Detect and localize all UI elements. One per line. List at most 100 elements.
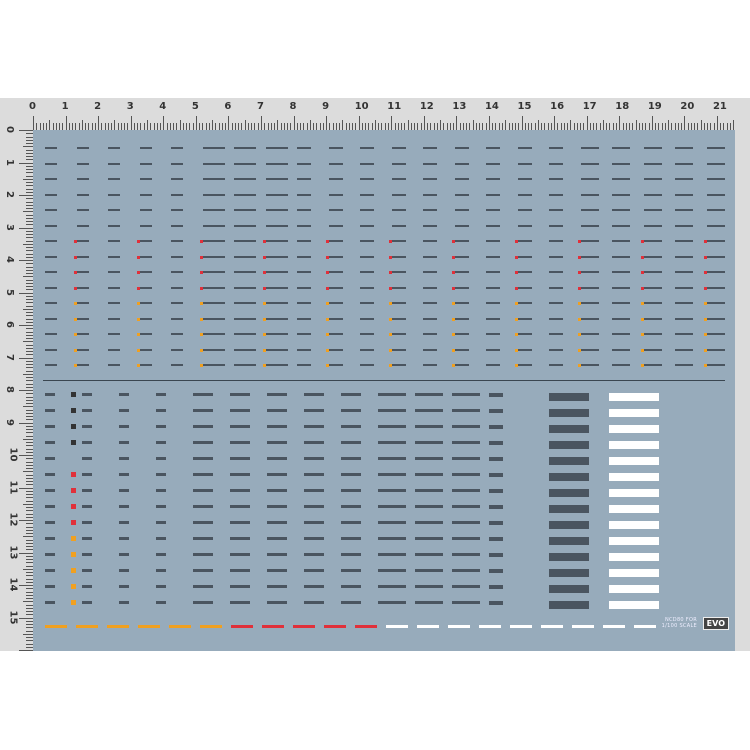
ruler-tick	[414, 123, 416, 130]
decal-mark	[139, 302, 152, 304]
ruler-left-label: 5	[3, 288, 15, 296]
ruler-tick	[26, 451, 33, 453]
ruler-tick	[26, 217, 33, 219]
decal-mark	[706, 286, 725, 289]
decal-orange-dot	[73, 333, 77, 336]
ruler-tick	[192, 123, 194, 130]
decal-mark	[452, 585, 480, 588]
ruler-tick	[234, 123, 236, 130]
ruler-tick	[26, 559, 33, 560]
ruler-left-label: 8	[3, 386, 15, 393]
decal-mark	[108, 271, 120, 273]
decal-mark	[378, 521, 406, 524]
ruler-tick	[26, 640, 33, 642]
decal-red-dot	[514, 240, 518, 243]
ruler-tick	[231, 123, 233, 130]
decal-mark	[423, 240, 437, 242]
section-divider	[43, 380, 725, 381]
ruler-tick	[26, 546, 33, 547]
ruler-top-label: 1	[61, 101, 69, 112]
ruler-tick	[355, 123, 357, 130]
decal-mark	[267, 521, 287, 524]
ruler-tick	[358, 116, 360, 130]
decal-mark	[423, 348, 437, 351]
ruler-tick	[26, 497, 33, 499]
decal-orange-dot	[325, 317, 329, 321]
decal-mark	[265, 333, 288, 335]
ruler-tick	[72, 123, 74, 130]
decal-red-dot	[325, 240, 329, 243]
decal-mark	[119, 409, 129, 412]
decal-mark	[360, 317, 374, 320]
decal-mark	[82, 585, 92, 588]
decal-red-dot	[71, 504, 76, 509]
ruler-tick	[606, 123, 608, 130]
decal-mark	[108, 147, 120, 149]
ruler-tick	[26, 191, 33, 193]
decal-mark	[549, 585, 589, 593]
ruler-tick	[655, 123, 657, 130]
ruler-tick	[68, 123, 70, 130]
decal-mark	[304, 585, 324, 588]
decal-orange-dot	[325, 348, 329, 352]
decal-mark	[706, 162, 725, 165]
ruler-tick	[26, 500, 33, 502]
decal-orange-dot	[703, 302, 707, 305]
decal-mark	[45, 553, 55, 556]
ruler-tick	[26, 425, 33, 427]
ruler-tick	[576, 123, 578, 130]
ruler-tick	[401, 123, 403, 130]
ruler-tick	[26, 386, 33, 388]
ruler-tick	[26, 490, 33, 492]
ruler-tick	[26, 214, 33, 216]
ruler-tick	[723, 123, 725, 130]
ruler-tick	[26, 253, 33, 255]
decal-orange-dot	[71, 568, 76, 573]
ruler-tick	[26, 474, 33, 476]
ruler-tick	[81, 120, 83, 130]
ruler-tick	[593, 123, 595, 130]
decal-mark	[454, 209, 469, 211]
ruler-tick	[625, 123, 627, 130]
decal-mark	[391, 271, 406, 273]
ruler-top-label: 14	[484, 101, 499, 112]
ruler-tick	[296, 123, 298, 130]
decal-mark	[139, 162, 152, 165]
ruler-tick	[397, 123, 399, 130]
ruler-tick	[19, 487, 33, 489]
decal-mark	[489, 457, 503, 461]
decal-mark	[580, 193, 599, 196]
decal-mark	[171, 317, 183, 320]
decal-mark	[328, 240, 343, 242]
ruler-tick	[26, 513, 33, 515]
decal-mark	[76, 162, 89, 165]
decal-mark	[675, 364, 693, 366]
decal-mark	[675, 240, 693, 242]
ruler-tick	[26, 429, 33, 430]
ruler-tick	[544, 123, 546, 130]
ruler-tick	[212, 120, 214, 130]
ruler-tick	[557, 123, 559, 130]
decal-mark	[580, 271, 599, 273]
decal-orange-dot	[325, 364, 329, 367]
decal-mark	[202, 193, 225, 196]
decal-mark	[360, 302, 374, 304]
ruler-tick	[23, 146, 33, 148]
decal-mark	[452, 505, 480, 508]
decal-red-dot	[73, 286, 77, 290]
decal-mark	[76, 333, 89, 335]
decal-mark	[119, 489, 129, 492]
decal-orange-dot	[703, 317, 707, 321]
decal-mark	[202, 178, 225, 180]
ruler-tick	[26, 542, 33, 544]
decal-mark	[202, 302, 225, 304]
decal-mark	[454, 193, 469, 196]
decal-mark	[45, 193, 57, 196]
decal-red-dot	[136, 240, 140, 243]
ruler-tick	[531, 123, 533, 130]
ruler-tick	[140, 123, 142, 130]
decal-mark	[643, 240, 662, 242]
decal-mark	[360, 178, 374, 180]
decal-mark	[609, 473, 659, 481]
decal-mark	[580, 317, 599, 320]
